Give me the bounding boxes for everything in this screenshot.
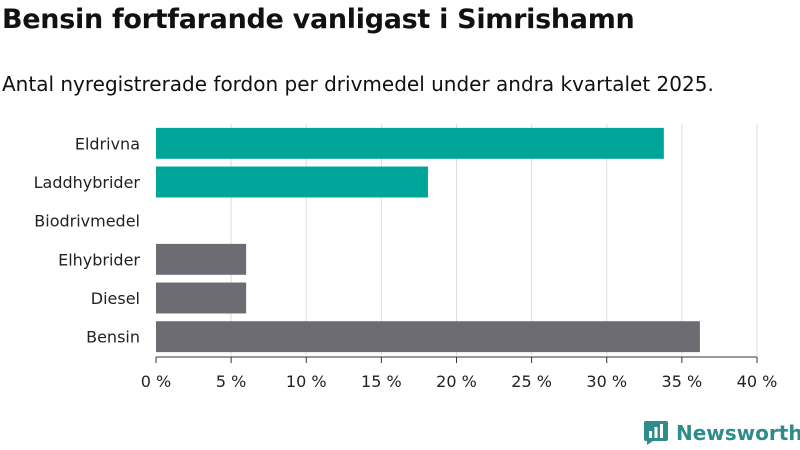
chart-subtitle: Antal nyregistrerade fordon per drivmede… [2,72,714,96]
category-label: Eldrivna [75,134,140,153]
category-label: Laddhybrider [34,173,141,192]
x-tick-label: 25 % [511,372,552,391]
x-tick-label: 5 % [216,372,246,391]
x-tick-label: 0 % [141,372,171,391]
brand-name: Newsworthy [676,421,800,445]
category-label: Elhybrider [58,250,140,269]
x-tick-label: 20 % [436,372,477,391]
x-tick-label: 10 % [286,372,327,391]
bar-eldrivna [156,127,664,159]
bar-bensin [156,321,700,353]
x-tick-label: 40 % [737,372,778,391]
x-tick-label: 30 % [586,372,627,391]
bar-elhybrider [156,243,247,275]
bar-laddhybrider [156,166,428,198]
x-tick-label: 35 % [662,372,703,391]
chart-title: Bensin fortfarande vanligast i Simrisham… [2,4,635,35]
category-label: Bensin [86,328,140,347]
category-label: Biodrivmedel [34,212,140,231]
brand-logo[interactable]: Newsworthy [644,418,800,448]
x-tick-label: 15 % [361,372,402,391]
category-label: Diesel [91,289,140,308]
bar-diesel [156,282,247,314]
newsworthy-logo-icon [644,421,668,445]
